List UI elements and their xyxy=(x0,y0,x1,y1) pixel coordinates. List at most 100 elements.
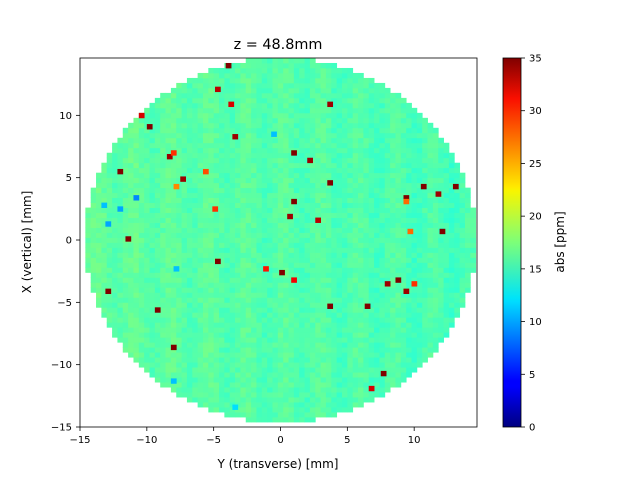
heatmap-cell xyxy=(181,297,188,303)
heatmap-cell xyxy=(245,287,252,293)
heatmap-cell xyxy=(432,212,439,218)
heatmap-cell xyxy=(85,247,92,253)
heatmap-cell xyxy=(181,327,188,333)
heatmap-cell xyxy=(128,332,134,338)
heatmap-cell xyxy=(160,112,166,119)
heatmap-cell xyxy=(197,377,204,383)
heatmap-cell xyxy=(422,277,428,283)
heatmap-cell xyxy=(245,247,252,253)
heatmap-cell xyxy=(149,342,156,348)
heatmap-cell xyxy=(224,297,231,303)
heatmap-cell xyxy=(149,212,156,218)
heatmap-cell xyxy=(176,392,182,398)
heatmap-cell xyxy=(229,167,236,174)
heatmap-cell xyxy=(272,287,279,293)
heatmap-cell xyxy=(283,152,289,159)
heatmap-cell xyxy=(165,92,172,99)
heatmap-cell xyxy=(192,82,199,89)
heatmap-cell xyxy=(261,312,268,318)
heatmap-cell xyxy=(406,172,412,179)
heatmap-cell xyxy=(219,167,225,174)
heatmap-cell xyxy=(202,152,209,159)
heatmap-cell xyxy=(411,132,418,139)
heatmap-cell xyxy=(352,267,359,273)
heatmap-cell xyxy=(106,172,113,179)
heatmap-cell xyxy=(336,217,343,223)
heatmap-cell xyxy=(384,382,391,388)
heatmap-cell xyxy=(411,212,418,218)
heatmap-cell xyxy=(106,217,113,223)
heatmap-cell xyxy=(288,242,295,248)
heatmap-cell xyxy=(368,332,375,338)
heatmap-cell xyxy=(400,162,407,169)
heatmap-cell xyxy=(299,382,305,388)
heatmap-cell xyxy=(358,232,364,238)
heatmap-cell xyxy=(202,107,209,114)
heatmap-cell xyxy=(235,252,241,258)
heatmap-cell xyxy=(288,162,295,169)
heatmap-cell xyxy=(379,142,386,149)
heatmap-cell xyxy=(331,277,338,283)
heatmap-cell xyxy=(315,302,322,308)
outlier-pixel xyxy=(228,101,235,108)
heatmap-cell xyxy=(379,342,386,348)
heatmap-cell xyxy=(288,327,295,333)
heatmap-cell xyxy=(325,72,332,79)
heatmap-cell xyxy=(272,97,279,104)
heatmap-cell xyxy=(117,282,124,288)
heatmap-cell xyxy=(138,362,145,368)
heatmap-cell xyxy=(149,102,156,109)
heatmap-cell xyxy=(256,82,263,89)
heatmap-cell xyxy=(186,82,193,89)
heatmap-cell xyxy=(128,212,134,218)
heatmap-cell xyxy=(379,132,386,139)
heatmap-cell xyxy=(336,342,343,348)
heatmap-cell xyxy=(363,77,370,84)
heatmap-cell xyxy=(208,72,215,79)
heatmap-cell xyxy=(422,352,428,358)
heatmap-cell xyxy=(368,147,375,154)
heatmap-cell xyxy=(299,302,305,308)
heatmap-cell xyxy=(358,302,364,308)
heatmap-cell xyxy=(395,267,402,273)
heatmap-cell xyxy=(128,272,134,278)
heatmap-cell xyxy=(96,207,102,213)
heatmap-cell xyxy=(251,307,257,313)
heatmap-cell xyxy=(277,162,284,169)
heatmap-cell xyxy=(267,207,273,213)
heatmap-cell xyxy=(379,137,386,144)
heatmap-cell xyxy=(395,237,402,243)
heatmap-cell xyxy=(315,92,322,99)
heatmap-cell xyxy=(192,392,199,398)
heatmap-cell xyxy=(459,297,466,303)
heatmap-cell xyxy=(128,127,134,134)
heatmap-cell xyxy=(144,197,150,204)
heatmap-cell xyxy=(336,137,343,144)
heatmap-cell xyxy=(358,352,364,358)
heatmap-cell xyxy=(411,312,418,318)
heatmap-cell xyxy=(288,302,295,308)
heatmap-cell xyxy=(267,252,273,258)
heatmap-cell xyxy=(299,107,305,114)
heatmap-cell xyxy=(454,242,461,248)
heatmap-cell xyxy=(256,342,263,348)
heatmap-cell xyxy=(309,302,316,308)
heatmap-cell xyxy=(363,197,370,204)
heatmap-cell xyxy=(411,272,418,278)
heatmap-cell xyxy=(144,112,150,119)
heatmap-cell xyxy=(272,67,279,74)
heatmap-cell xyxy=(368,252,375,258)
heatmap-cell xyxy=(406,137,412,144)
heatmap-cell xyxy=(400,152,407,159)
heatmap-cell xyxy=(341,297,348,303)
heatmap-cell xyxy=(213,157,220,164)
heatmap-cell xyxy=(101,227,108,233)
heatmap-cell xyxy=(240,102,247,109)
heatmap-cell xyxy=(251,412,257,418)
heatmap-cell xyxy=(272,262,279,268)
heatmap-cell xyxy=(411,192,418,199)
heatmap-cell xyxy=(368,337,375,343)
heatmap-cell xyxy=(176,302,182,308)
heatmap-cell xyxy=(331,307,338,313)
heatmap-cell xyxy=(422,192,428,199)
